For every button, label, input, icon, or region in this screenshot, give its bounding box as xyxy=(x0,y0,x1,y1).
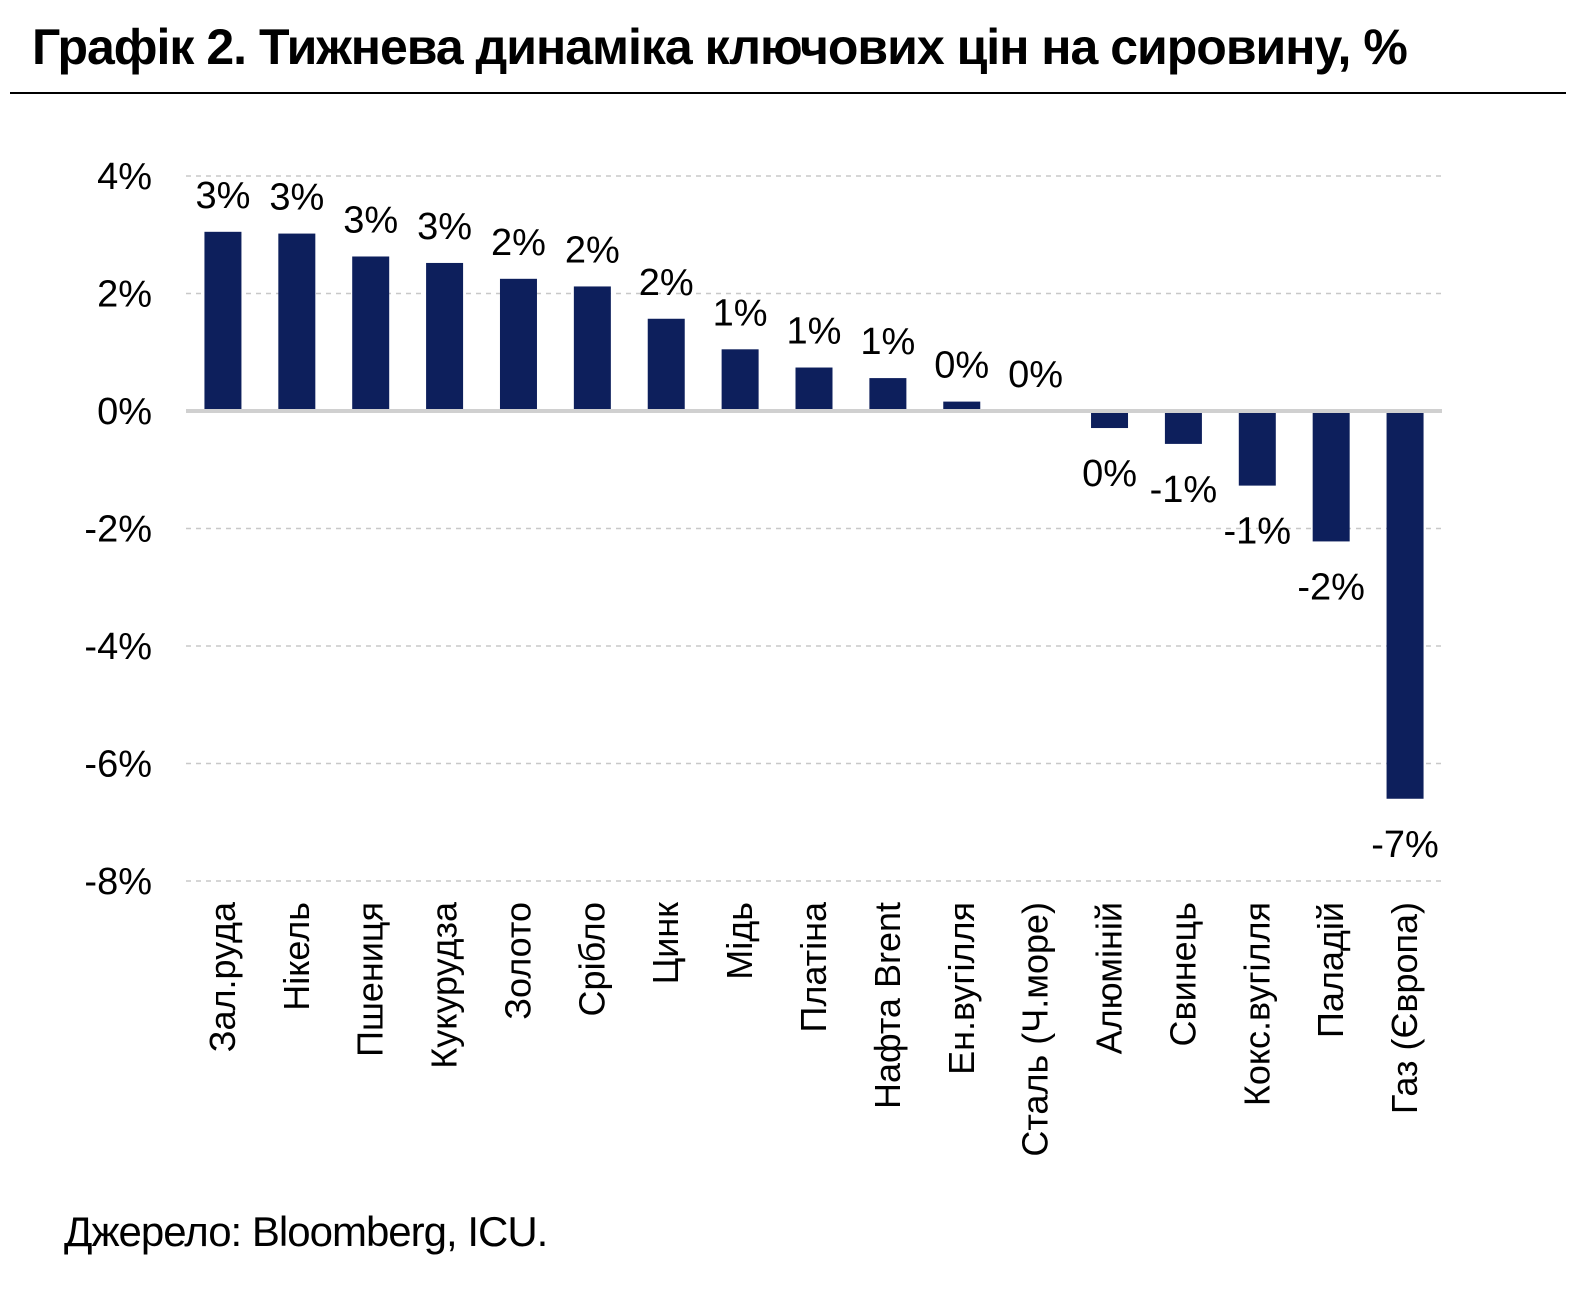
y-tick-label: -6% xyxy=(84,744,152,786)
x-tick-label: Кокс.вугілля xyxy=(1236,902,1277,1106)
bar xyxy=(278,233,316,411)
bar-chart: 4% 2% 0% -2% -4% -6% -8% 3% 3% 3% 3% 2% 2% 2% 1% 1% 1% 0… xyxy=(84,156,1442,1157)
data-label: 1% xyxy=(787,311,842,353)
data-label: 2% xyxy=(491,222,546,264)
bar xyxy=(943,401,981,411)
data-label: 3% xyxy=(195,175,250,217)
y-tick-label: 4% xyxy=(97,156,152,198)
x-axis-category-labels: Зал.руда Нікель Пшениця Кукурудза Золото Сріб… xyxy=(202,901,1425,1157)
data-label: 2% xyxy=(639,262,694,304)
x-tick-label: Зал.руда xyxy=(202,901,243,1052)
title-divider xyxy=(10,92,1566,94)
data-label: 3% xyxy=(417,206,472,248)
x-tick-label: Пшениця xyxy=(350,902,391,1057)
y-tick-label: -4% xyxy=(84,626,152,668)
bar xyxy=(795,367,833,411)
x-tick-label: Нафта Brent xyxy=(867,902,908,1109)
x-tick-label: Цинк xyxy=(645,902,686,985)
data-labels: 3% 3%3% 3% 2% 2%2%1% 1% 1%0% 0%0% -1%-1%-2%-7% xyxy=(195,175,1438,866)
data-label: 1% xyxy=(713,292,768,334)
data-label: -7% xyxy=(1371,824,1439,866)
bar xyxy=(426,262,464,411)
x-tick-label: Кукурудза xyxy=(424,901,465,1069)
data-label: 3% xyxy=(269,177,324,219)
x-tick-label: Свинець xyxy=(1162,902,1203,1047)
bar xyxy=(1091,411,1129,429)
y-tick-label: 2% xyxy=(97,274,152,316)
x-tick-label: Ен.вугілля xyxy=(941,902,982,1075)
y-axis-tick-labels: 4% 2% 0% -2% -4% -6% -8% xyxy=(84,156,152,903)
bar xyxy=(647,318,685,411)
y-tick-label: -2% xyxy=(84,509,152,551)
bar xyxy=(573,286,611,411)
data-label: -1% xyxy=(1150,469,1218,511)
chart-title: Графік 2. Тижнева динаміка ключових цін … xyxy=(32,19,1408,75)
bar xyxy=(1238,411,1276,486)
x-tick-label: Нікель xyxy=(276,902,317,1011)
x-tick-label: Мідь xyxy=(719,902,760,980)
bar xyxy=(1386,411,1424,799)
x-tick-label: Газ (Європа) xyxy=(1384,902,1425,1114)
data-label: -2% xyxy=(1297,566,1365,608)
data-label: 0% xyxy=(1008,354,1063,396)
x-tick-label: Платіна xyxy=(793,901,834,1032)
data-label: 3% xyxy=(343,199,398,241)
bar xyxy=(499,278,537,411)
y-tick-label: -8% xyxy=(84,861,152,903)
bar xyxy=(352,256,390,411)
x-tick-label: Паладій xyxy=(1310,902,1351,1038)
bar xyxy=(1312,411,1350,542)
bars xyxy=(204,231,1424,799)
data-label: -1% xyxy=(1224,511,1292,553)
bar xyxy=(1164,411,1202,444)
bar xyxy=(721,349,759,411)
x-tick-label: Алюміній xyxy=(1089,902,1130,1054)
source-note: Джерело: Bloomberg, ICU. xyxy=(64,1208,548,1255)
bar xyxy=(869,378,907,411)
data-label: 0% xyxy=(934,345,989,387)
x-tick-label: Срібло xyxy=(571,902,612,1016)
y-tick-label: 0% xyxy=(97,391,152,433)
bar xyxy=(204,231,242,411)
x-tick-label: Сталь (Ч.море) xyxy=(1015,902,1056,1157)
data-label: 2% xyxy=(565,229,620,271)
data-label: 0% xyxy=(1082,453,1137,495)
data-label: 1% xyxy=(860,321,915,363)
x-tick-label: Золото xyxy=(497,902,538,1020)
